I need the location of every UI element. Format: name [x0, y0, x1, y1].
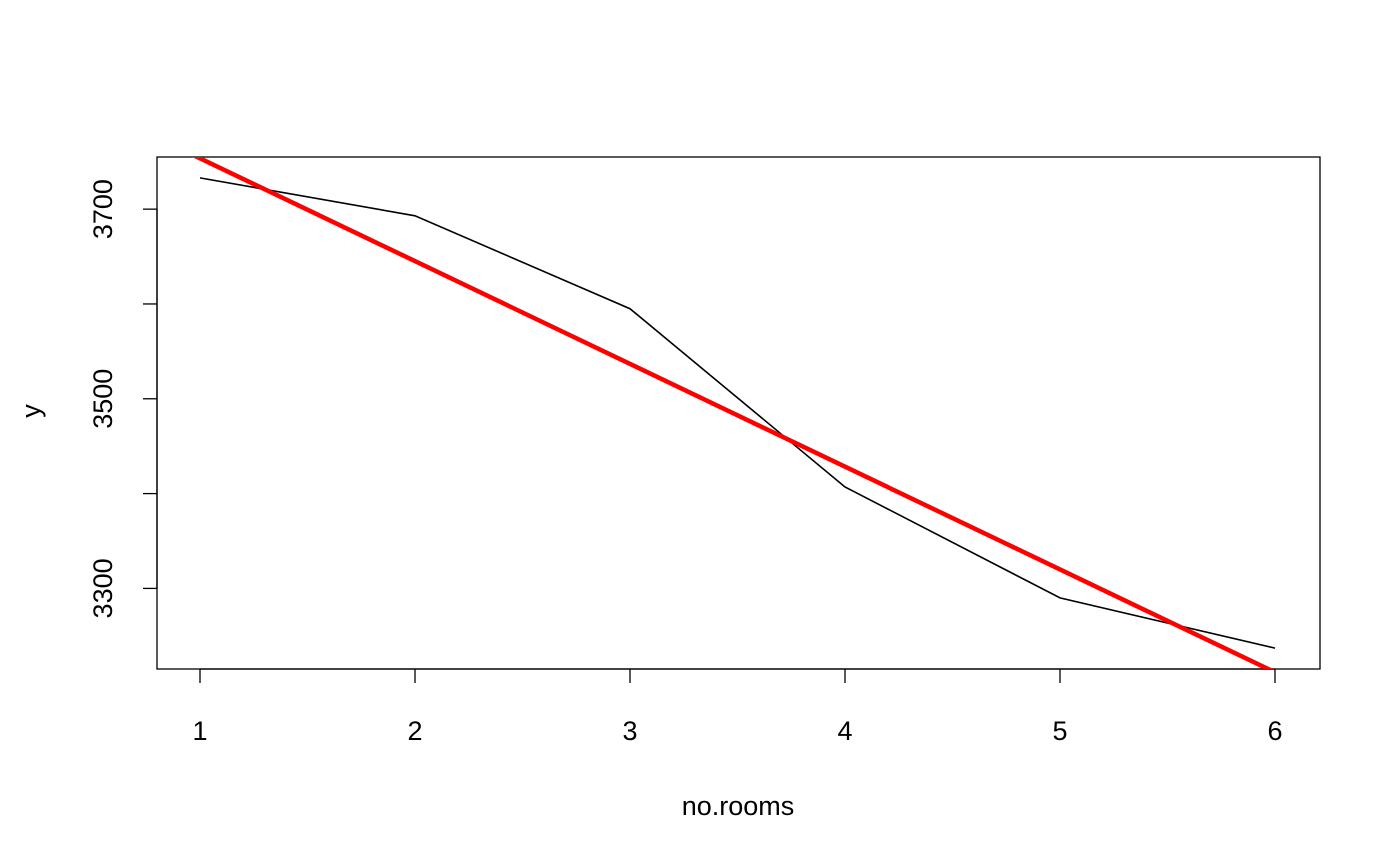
y-tick-label: 3700	[88, 179, 118, 239]
x-axis: 1 2 3 4 5 6	[192, 668, 1283, 746]
y-tick-label: 3500	[88, 369, 118, 429]
x-tick-label: 1	[192, 716, 207, 746]
y-tick-label: 3300	[88, 558, 118, 618]
fit-line	[192, 157, 1274, 669]
x-tick-label: 4	[837, 716, 852, 746]
x-tick-label: 2	[407, 716, 422, 746]
x-tick-label: 6	[1267, 716, 1282, 746]
x-tick-label: 3	[622, 716, 637, 746]
plot-frame	[156, 156, 1321, 670]
y-axis-title: y	[16, 404, 46, 418]
y-axis: 3300 3500 3700	[88, 179, 158, 618]
series-line	[199, 177, 1276, 649]
plot-area	[192, 157, 1276, 669]
x-axis-title: no.rooms	[682, 791, 795, 821]
x-tick-label: 5	[1052, 716, 1067, 746]
